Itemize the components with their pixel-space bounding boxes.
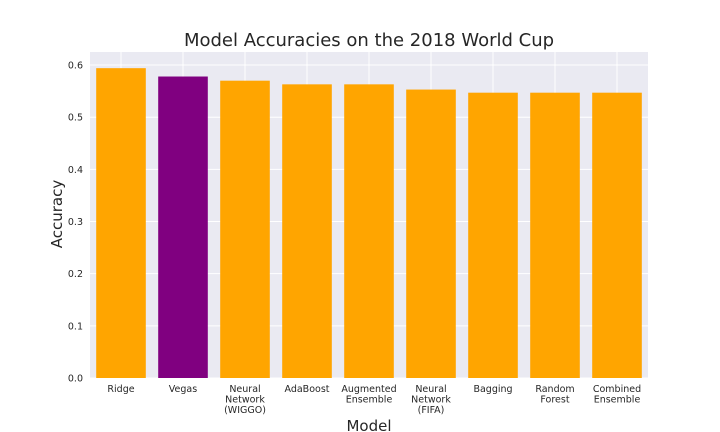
bar <box>530 92 580 378</box>
y-tick-label: 0.0 <box>68 374 83 385</box>
y-axis-label: Accuracy <box>48 180 66 249</box>
bar <box>220 80 270 379</box>
chart-title: Model Accuracies on the 2018 World Cup <box>184 30 554 51</box>
bar <box>96 68 146 378</box>
x-tick-label: AdaBoost <box>285 384 330 395</box>
x-tick-label: Augmented Ensemble <box>341 384 396 406</box>
x-tick-label-line: Ensemble <box>594 395 641 406</box>
x-tick-label-line: Neural <box>415 384 446 395</box>
x-tick-label: Ridge <box>107 384 134 395</box>
x-tick-label-line: Bagging <box>473 384 512 395</box>
x-tick-label-line: AdaBoost <box>285 384 330 395</box>
x-tick-label-line: Ridge <box>107 384 134 395</box>
y-tick-label: 0.4 <box>68 165 83 176</box>
bars <box>96 68 642 379</box>
x-tick-label: Bagging <box>473 384 512 395</box>
x-tick-label-line: Forest <box>540 395 569 406</box>
bar <box>406 89 456 378</box>
y-tick-label: 0.1 <box>68 321 83 332</box>
bar <box>282 84 332 378</box>
x-tick-label-line: Ensemble <box>346 395 393 406</box>
x-tick-label-line: Vegas <box>169 384 197 395</box>
y-tick-label: 0.6 <box>68 61 83 72</box>
bar <box>158 76 208 378</box>
x-tick-labels: Ridge Vegas Neural Network (WIGGO)AdaBoost Au… <box>107 384 641 416</box>
x-tick-label: Combined Ensemble <box>593 384 641 406</box>
x-tick-label: Vegas <box>169 384 197 395</box>
y-tick-label: 0.3 <box>68 217 83 228</box>
x-tick-label-line: Network <box>225 395 265 406</box>
y-tick-label: 0.5 <box>68 113 83 124</box>
x-tick-label-line: Augmented <box>341 384 396 395</box>
x-axis-label: Model <box>346 417 391 432</box>
x-tick-label: Random Forest <box>535 384 574 406</box>
bar <box>468 92 518 378</box>
y-tick-labels: 0.0 0.1 0.2 0.3 0.4 0.5 0.6 <box>68 61 83 385</box>
x-tick-label-line: (FIFA) <box>418 405 445 416</box>
x-tick-label-line: Random <box>535 384 574 395</box>
y-tick-label: 0.2 <box>68 269 83 280</box>
bar <box>592 92 642 378</box>
x-tick-label-line: Combined <box>593 384 641 395</box>
x-tick-label-line: (WIGGO) <box>224 405 266 416</box>
x-tick-label-line: Network <box>411 395 451 406</box>
x-tick-label: Neural Network (FIFA) <box>411 384 451 416</box>
bar <box>344 84 394 378</box>
x-tick-label: Neural Network (WIGGO) <box>224 384 266 416</box>
x-tick-label-line: Neural <box>229 384 260 395</box>
